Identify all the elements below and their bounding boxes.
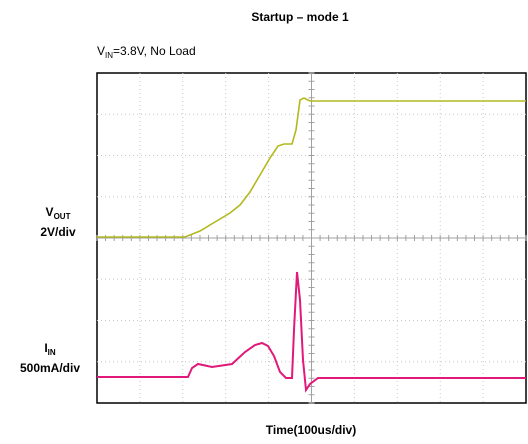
condition-text: =3.8V, No Load — [113, 44, 196, 58]
iin-subscript: IN — [48, 348, 56, 357]
grid — [96, 72, 527, 404]
condition-subscript: IN — [105, 51, 113, 60]
iin-label: IIN — [44, 341, 56, 357]
title: Startup – mode 1 — [251, 10, 349, 24]
iin-symbol: I — [44, 341, 47, 355]
x-axis-label: Time(100us/div) — [266, 423, 356, 437]
vout-trace — [97, 97, 526, 238]
condition-symbol: V — [97, 44, 105, 58]
vout-subscript: OUT — [54, 212, 71, 221]
vout-symbol: V — [46, 205, 54, 219]
condition: VIN=3.8V, No Load — [97, 44, 196, 60]
iin-scale: 500mA/div — [20, 361, 80, 375]
iin-trace — [97, 271, 526, 393]
vout-label: VOUT — [46, 205, 71, 221]
plot — [96, 72, 527, 404]
vout-scale: 2V/div — [40, 225, 76, 239]
